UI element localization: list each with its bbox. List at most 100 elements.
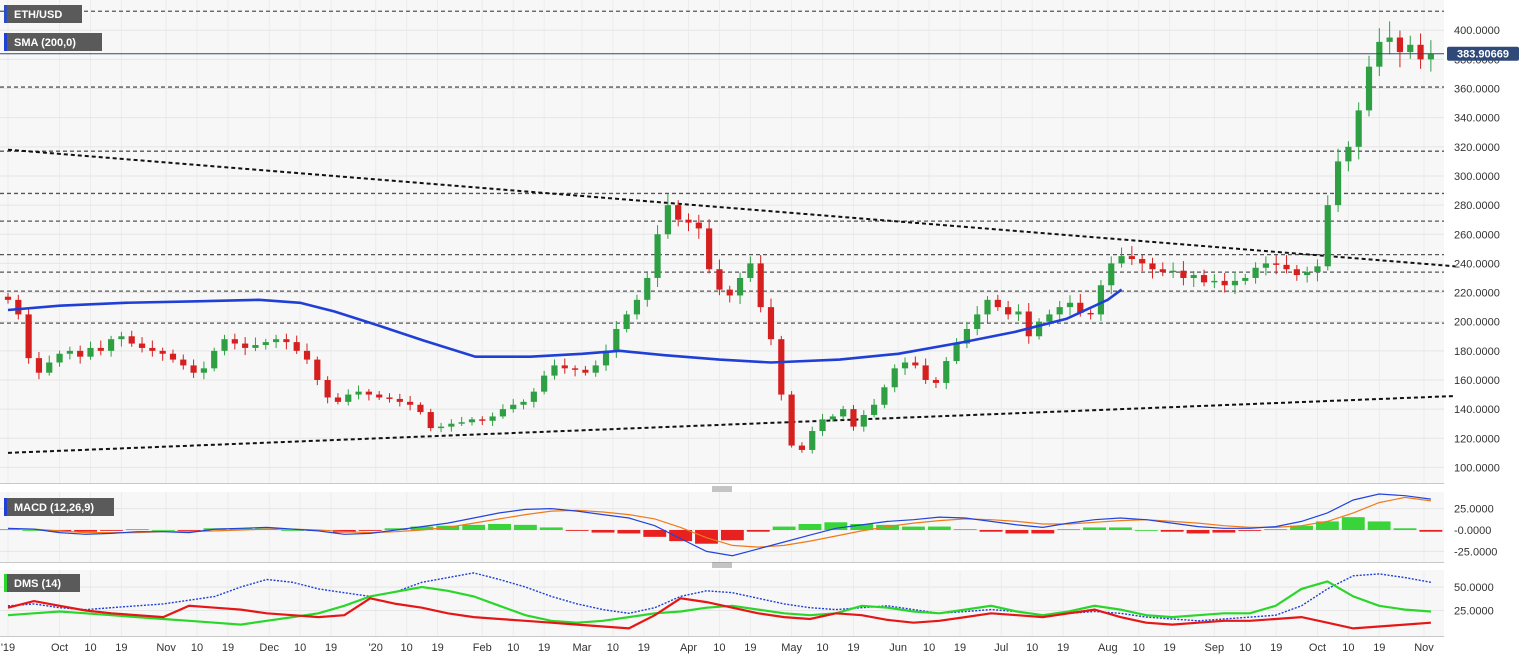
candle-down	[1025, 311, 1032, 337]
x-tick-label: Aug	[1098, 642, 1118, 654]
macd-y-axis: 25.0000 -0.0000 -25.0000	[1454, 504, 1497, 559]
panel-resize-handle[interactable]	[712, 562, 732, 568]
legend-sma[interactable]: SMA (200,0)	[4, 33, 102, 51]
macd-histogram-bar	[1212, 530, 1236, 533]
candle-up	[499, 409, 507, 417]
x-tick-label: Oct	[1309, 642, 1326, 654]
candle-up	[1190, 275, 1197, 278]
candle-down	[1283, 264, 1290, 270]
macd-histogram-bar	[513, 524, 537, 530]
candle-up	[221, 339, 228, 351]
macd-histogram-bar	[74, 530, 98, 532]
candle-up	[664, 205, 671, 235]
trendline	[7, 395, 1455, 454]
x-tick-label: 19	[847, 642, 859, 654]
candle-down	[695, 222, 702, 229]
x-tick-label: Jul	[994, 642, 1008, 654]
x-tick-label: 10	[816, 642, 828, 654]
macd-histogram-bar	[927, 526, 951, 530]
horizontal-levels	[0, 10, 1444, 324]
x-tick-label: 19	[638, 642, 650, 654]
x-tick-label: 10	[191, 642, 203, 654]
candle-up	[1046, 314, 1053, 322]
x-tick-label: 19	[1373, 642, 1385, 654]
x-tick-label: 10	[84, 642, 96, 654]
candle-up	[118, 336, 125, 340]
macd-histogram-bar	[902, 526, 925, 530]
candle-down	[1221, 280, 1228, 286]
macd-histogram-bar	[591, 530, 615, 533]
candle-down	[365, 391, 372, 395]
x-tick-label: Sep	[1205, 642, 1225, 654]
candle-up	[468, 419, 476, 423]
x-tick-label: 19	[1270, 642, 1282, 654]
candle-up	[46, 362, 53, 373]
macd-histogram-bar	[384, 528, 408, 530]
candle-down	[128, 336, 135, 344]
legend-macd[interactable]: MACD (12,26,9)	[4, 498, 114, 516]
candle-up	[355, 391, 362, 395]
candle-up	[1304, 272, 1311, 276]
macd-histogram-bar	[1186, 530, 1210, 534]
candle-down	[1087, 312, 1094, 315]
candle-up	[592, 365, 599, 373]
macd-histogram-bar	[1134, 530, 1158, 531]
candle-down	[242, 343, 249, 348]
candle-up	[1108, 263, 1115, 286]
macd-histogram-bar	[850, 524, 874, 530]
macd-histogram-bar	[1108, 527, 1132, 530]
candle-up	[211, 350, 218, 369]
candle-up	[984, 299, 991, 315]
candle-up	[1170, 270, 1177, 273]
legend-dms[interactable]: DMS (14)	[4, 574, 80, 592]
macd-histogram-bar	[1393, 528, 1417, 530]
y-tick-label: 25.0000	[1454, 606, 1494, 618]
macd-histogram-bar	[824, 522, 848, 530]
macd-panel[interactable]	[0, 492, 1444, 562]
x-tick-label: '19	[1, 642, 15, 654]
macd-histogram-bar	[720, 530, 744, 541]
date-x-axis: '19 Oct 10 19 Nov 10 19 Dec 10 19 '20 10 19 Feb 10 19 Ma…	[1, 642, 1434, 654]
legend-label: MACD (12,26,9)	[14, 502, 94, 514]
candle-down	[706, 228, 713, 270]
candle-down	[77, 350, 84, 357]
candle-up	[1097, 285, 1105, 315]
legend-label: DMS (14)	[14, 578, 61, 590]
candle-up	[66, 350, 73, 354]
candle-up	[1365, 66, 1373, 111]
x-tick-label: 19	[325, 642, 337, 654]
candle-down	[1159, 269, 1166, 273]
candle-up	[551, 365, 558, 376]
candle-down	[932, 379, 940, 383]
candle-down	[850, 409, 857, 427]
candle-up	[1345, 146, 1352, 162]
x-tick-label: Nov	[1414, 642, 1434, 654]
candle-down	[417, 404, 424, 413]
macd-histogram-bar	[617, 530, 641, 534]
panel-resize-handle[interactable]	[712, 486, 732, 492]
y-tick-label: -25.0000	[1454, 546, 1497, 558]
x-tick-label: 10	[401, 642, 413, 654]
candle-up	[200, 368, 207, 373]
price-panel[interactable]	[0, 0, 1456, 483]
macd-histogram-bar	[643, 530, 667, 537]
macd-histogram-bar	[1238, 530, 1262, 531]
candle-down	[138, 343, 146, 348]
legend-eth-usd[interactable]: ETH/USD	[4, 5, 82, 23]
price-y-axis: 400.0000380.0000360.0000340.0000320.0000…	[1454, 25, 1500, 474]
candle-down	[1273, 263, 1280, 265]
y-tick-label: 120.0000	[1454, 433, 1500, 445]
candle-up	[953, 343, 960, 362]
candle-down	[479, 419, 486, 421]
dms-panel[interactable]	[0, 570, 1444, 636]
candle-down	[324, 379, 331, 398]
x-tick-label: Jun	[889, 642, 907, 654]
candle-down	[97, 347, 104, 351]
candle-up	[736, 277, 744, 296]
candle-up	[1427, 53, 1434, 60]
candle-up	[530, 391, 537, 402]
candle-down	[994, 299, 1001, 308]
candle-up	[860, 414, 867, 427]
trendlines	[7, 148, 1456, 454]
candle-down	[427, 412, 434, 429]
